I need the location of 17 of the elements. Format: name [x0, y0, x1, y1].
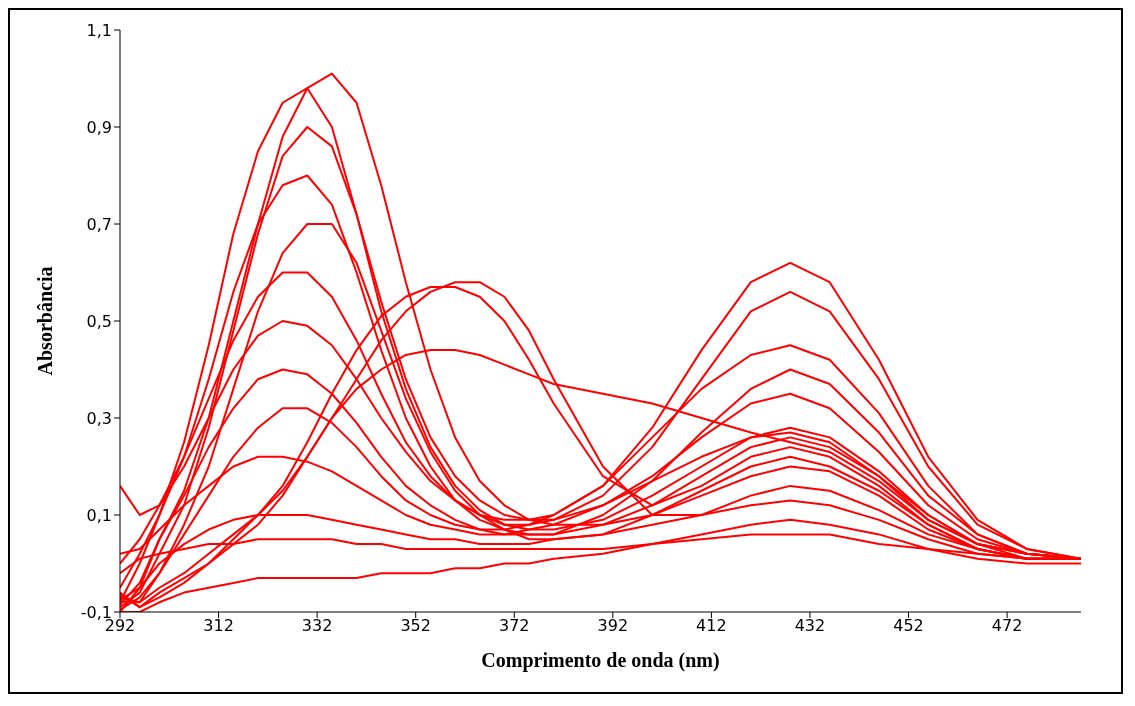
x-axis-title: Comprimento de onda (nm)	[481, 649, 720, 672]
x-tick-label: 372	[498, 616, 530, 636]
x-tick-label: 472	[991, 616, 1023, 636]
y-tick-label: 1,1	[86, 20, 112, 40]
y-tick-label: 0,7	[86, 214, 112, 234]
x-tick-label: 412	[696, 616, 727, 636]
x-tick-label: 312	[203, 616, 234, 636]
x-tick-label: 332	[301, 616, 333, 636]
y-tick-label: 0,5	[86, 311, 112, 331]
y-tick-label: 0,3	[86, 408, 112, 428]
x-tick-label: 352	[400, 616, 431, 636]
x-tick-label: 452	[893, 616, 924, 636]
x-tick-label: 392	[597, 616, 629, 636]
x-tick-label: 432	[794, 616, 826, 636]
y-tick-label: 0,1	[86, 505, 112, 525]
y-tick-label: 0,9	[86, 117, 112, 137]
y-axis-title: Absorbância	[34, 266, 57, 376]
